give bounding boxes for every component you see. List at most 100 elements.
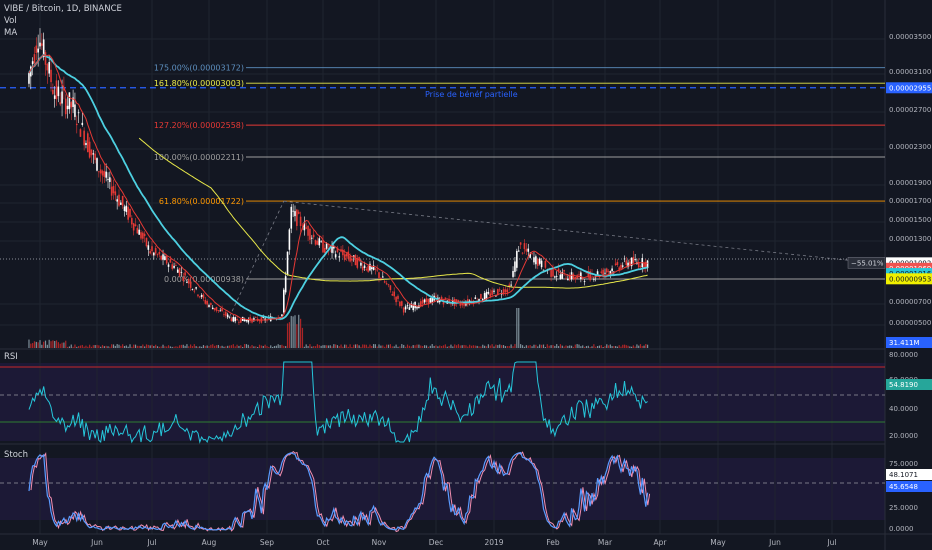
volume-bar bbox=[72, 346, 74, 348]
candle-body bbox=[380, 277, 382, 280]
candle-body bbox=[136, 228, 139, 234]
volume-bar bbox=[182, 344, 184, 348]
volume-bar bbox=[371, 345, 373, 348]
volume-bar bbox=[311, 346, 313, 348]
volume-bar bbox=[134, 344, 137, 348]
volume-bar bbox=[197, 346, 199, 348]
candle-body bbox=[92, 153, 95, 155]
time-tick: Apr bbox=[654, 538, 668, 547]
candle-body bbox=[288, 229, 291, 250]
candle-body bbox=[164, 256, 166, 260]
volume-bar bbox=[425, 345, 428, 348]
volume-bar bbox=[105, 345, 107, 348]
trend-line-dashed[interactable] bbox=[283, 200, 886, 265]
fib-extension[interactable]: 175.00%(0.00003172) 161.80%(0.00003003) 12… bbox=[154, 64, 885, 284]
volume-bar bbox=[459, 345, 461, 348]
volume-bar bbox=[406, 344, 409, 348]
volume-bar bbox=[116, 344, 118, 348]
volume-bar bbox=[587, 345, 589, 348]
price-badge-text: 0.00000953 bbox=[889, 275, 931, 283]
candle-body bbox=[421, 299, 424, 304]
volume-bar bbox=[100, 346, 102, 348]
candle-body bbox=[580, 272, 582, 279]
volume-bar bbox=[74, 344, 76, 348]
candle-body bbox=[236, 318, 238, 321]
volume-bar bbox=[234, 346, 236, 348]
price-axis[interactable]: 0.00003500 0.00003100 0.00002700 0.00002… bbox=[889, 33, 931, 327]
candle-body bbox=[305, 227, 307, 229]
volume-bar bbox=[89, 344, 91, 348]
candle-body bbox=[116, 199, 118, 202]
volume-bar bbox=[405, 346, 407, 348]
volume-bar bbox=[46, 344, 48, 348]
volume-bar bbox=[470, 345, 473, 348]
candle-body bbox=[504, 289, 507, 293]
candle-body bbox=[602, 269, 604, 277]
volume-bar bbox=[616, 346, 619, 348]
volume-bar bbox=[358, 345, 360, 348]
rsi-indicator-label[interactable]: RSI bbox=[4, 352, 18, 362]
candle-body bbox=[299, 216, 302, 227]
time-tick: Feb bbox=[546, 538, 560, 547]
volume-bar bbox=[142, 344, 144, 348]
time-tick: Mar bbox=[598, 538, 613, 547]
candle-body bbox=[483, 293, 486, 300]
volume-bar bbox=[467, 346, 469, 348]
candle-body bbox=[28, 73, 30, 84]
time-tick: Jun bbox=[90, 538, 103, 547]
vol-indicator-label[interactable]: Vol bbox=[4, 16, 17, 26]
candle-body bbox=[397, 295, 399, 299]
candle-body bbox=[538, 258, 541, 264]
candle-body bbox=[118, 194, 120, 206]
candle-body bbox=[618, 267, 620, 270]
volume-bar bbox=[232, 344, 234, 348]
volume-bar bbox=[39, 340, 41, 348]
stoch-k-line bbox=[28, 451, 649, 531]
volume-bar bbox=[583, 346, 586, 348]
volume-bar bbox=[156, 346, 159, 348]
candle-body bbox=[604, 272, 606, 274]
volume-bar bbox=[452, 346, 454, 348]
candle-body bbox=[59, 102, 62, 105]
volume-bar bbox=[230, 345, 233, 348]
candle-body bbox=[402, 307, 405, 313]
volume-bar bbox=[596, 345, 599, 348]
volume-bar bbox=[602, 346, 604, 348]
volume-bar bbox=[313, 346, 315, 348]
rsi-value-badge bbox=[886, 379, 932, 390]
candle-body bbox=[158, 252, 161, 255]
volume-bar bbox=[465, 345, 467, 348]
candle-body bbox=[596, 271, 599, 275]
volume-bar bbox=[180, 344, 183, 348]
candle-body bbox=[286, 251, 289, 276]
rsi-line bbox=[28, 361, 648, 444]
volume-bar bbox=[542, 344, 545, 348]
volume-bar bbox=[245, 344, 248, 348]
candle-body bbox=[331, 245, 333, 253]
stoch-indicator-label[interactable]: Stoch bbox=[4, 450, 28, 460]
ma-short bbox=[28, 54, 648, 321]
time-axis[interactable]: May Jun Jul Aug Sep Oct Nov Dec 2019 Feb Mar Apr May… bbox=[32, 538, 836, 547]
stoch-axis[interactable]: 75.0000 25.0000 0.0000 bbox=[889, 460, 918, 533]
candle-body bbox=[572, 274, 575, 279]
volume-bar bbox=[35, 341, 37, 348]
ma-indicator-label[interactable]: MA bbox=[4, 28, 17, 38]
candle-body bbox=[536, 259, 539, 266]
candle-body bbox=[557, 268, 560, 272]
candle-body bbox=[565, 278, 567, 280]
volume-bar bbox=[472, 345, 475, 348]
volume-bar bbox=[429, 345, 431, 348]
volume-bar bbox=[122, 344, 124, 348]
volume-bar bbox=[387, 344, 390, 348]
volume-bar bbox=[457, 344, 460, 348]
fib-level-label: 0.00%(0.00000938) bbox=[164, 275, 244, 284]
volume-bar bbox=[178, 345, 181, 348]
time-tick: Oct bbox=[317, 538, 330, 547]
volume-bar bbox=[351, 346, 353, 348]
candle-body bbox=[581, 277, 584, 279]
volume-bar bbox=[495, 344, 497, 348]
candle-body bbox=[431, 297, 433, 303]
time-tick: Aug bbox=[202, 538, 217, 547]
volume-bar bbox=[255, 346, 257, 348]
